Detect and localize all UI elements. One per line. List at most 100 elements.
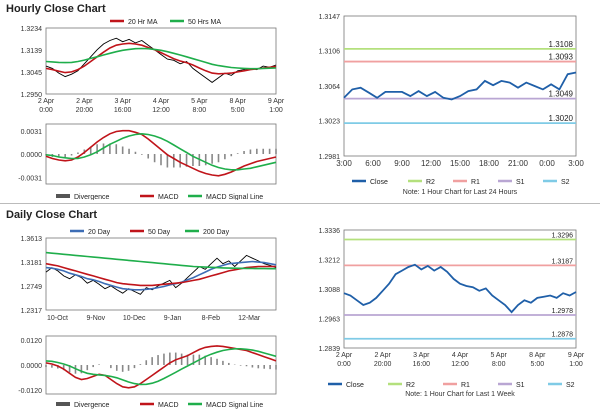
daily-macd-y-tick-label: 0.0000	[21, 363, 43, 370]
hourly-pivot-x-tick-label: 3:00	[336, 159, 352, 168]
daily-price-y-tick-label: 1.3613	[21, 236, 43, 243]
hourly-pivot-y-tick-label: 1.3064	[319, 84, 341, 91]
daily-pivot-legend-s1-label: S1	[516, 382, 525, 389]
hourly-price-plot-frame	[45, 27, 277, 95]
daily-pivot-y-tick-label: 1.2963	[319, 317, 341, 324]
daily-macd-series-macd	[45, 345, 277, 389]
daily-pivot-x-tick-time: 12:00	[451, 361, 469, 368]
hourly-price-y-tick-label: 1.3139	[21, 48, 43, 55]
daily-price-x-tick-label: 9-Jan	[164, 315, 182, 322]
hourly-pivot-level-label-s1: 1.3049	[549, 90, 574, 99]
hourly-price-legend-2-label: 50 Hrs MA	[188, 19, 221, 26]
daily-pivot-legend-r2-label: R2	[406, 382, 415, 389]
hourly-price-y-tick-label: 1.2950	[21, 92, 43, 99]
hourly-pivot-x-tick-label: 3:00	[568, 159, 584, 168]
hourly-macd-legend-signal-label: MACD Signal Line	[206, 194, 263, 200]
daily-pivot-x-tick-time: 1:00	[569, 361, 583, 368]
daily-macd-series-signal	[45, 348, 277, 386]
hourly-price-x-tick-time: 12:00	[152, 107, 170, 114]
hourly-macd-y-tick-label: 0.0000	[21, 152, 43, 159]
hourly-price-x-tick-time: 16:00	[114, 107, 132, 114]
hourly-macd-y-tick-label: -0.0031	[18, 175, 42, 182]
daily-price-x-tick-label: 12-Mar	[238, 315, 261, 322]
hourly-macd-y-tick-label: 0.0031	[21, 129, 43, 136]
hourly-pivot-y-tick-label: 1.2981	[319, 154, 341, 161]
daily-macd-legend-divergence-swatch	[56, 402, 70, 406]
daily-pivot-x-tick-date: 2 Apr	[336, 352, 353, 359]
hourly-macd-legend-divergence-label: Divergence	[74, 194, 110, 200]
daily-price-legend-2-label: 50 Day	[148, 229, 171, 236]
hourly-price-series-50-hrs-ma	[45, 47, 277, 70]
daily-price-x-tick-label: 8-Feb	[202, 315, 220, 322]
hourly-price-x-tick-time: 8:00	[193, 107, 207, 114]
daily-price-y-tick-label: 1.3181	[21, 260, 43, 267]
hourly-price-y-tick-label: 1.3234	[21, 26, 43, 33]
hourly-pivot-series-close	[343, 71, 577, 101]
daily-macd-chart: -0.0120 0.0000 0.0120 Divergence MACD MACD Si…	[18, 335, 277, 409]
daily-pivot-level-label-r1: 1.3187	[552, 258, 574, 265]
daily-pivot-x-tick-time: 8:00	[492, 361, 506, 368]
daily-price-series-20-day	[45, 260, 277, 291]
daily-section-title: Daily Close Chart	[6, 209, 98, 221]
daily-pivot-y-tick-label: 1.2839	[319, 346, 341, 353]
hourly-price-x-tick-date: 3 Apr	[114, 98, 131, 105]
hourly-price-x-tick-time: 1:00	[269, 107, 283, 114]
hourly-price-x-tick-time: 20:00	[76, 107, 94, 114]
daily-pivot-x-tick-date: 5 Apr	[490, 352, 507, 359]
hourly-pivot-legend-s1-label: S1	[516, 179, 525, 186]
hourly-pivot-x-tick-label: 0:00	[539, 159, 555, 168]
daily-price-legend-1-label: 20 Day	[88, 229, 111, 236]
daily-pivot-x-tick-date: 9 Apr	[568, 352, 585, 359]
hourly-pivot-legend-r2-label: R2	[426, 179, 435, 186]
daily-pivot-plot-frame	[343, 229, 577, 349]
hourly-price-x-tick-time: 5:00	[231, 107, 245, 114]
hourly-section-title: Hourly Close Chart	[6, 3, 106, 15]
hourly-pivot-level-label-s2: 1.3020	[549, 114, 574, 123]
hourly-price-x-tick-date: 4 Apr	[153, 98, 170, 105]
hourly-pivot-x-tick-label: 6:00	[365, 159, 381, 168]
hourly-macd-chart: -0.0031 0.0000 0.0031 Divergence MACD MACD Si…	[18, 123, 277, 200]
daily-pivot-y-tick-label: 1.3212	[319, 257, 341, 264]
daily-macd-plot-frame	[45, 335, 277, 395]
hourly-pivot-chart: 1.2981 1.3023 1.3064 1.3106 1.3147 1.3108 1.30…	[319, 14, 585, 196]
daily-pivot-legend-close-label: Close	[346, 382, 364, 389]
hourly-price-series-20-hr-ma	[45, 42, 277, 75]
daily-pivot-x-tick-date: 2 Apr	[374, 352, 391, 359]
hourly-pivot-x-tick-label: 21:00	[508, 159, 529, 168]
daily-pivot-x-tick-time: 16:00	[413, 361, 431, 368]
daily-macd-y-tick-label: 0.0120	[21, 338, 43, 345]
daily-price-x-tick-label: 10-Oct	[47, 315, 68, 322]
hourly-price-x-tick-date: 9 Apr	[268, 98, 285, 105]
hourly-pivot-x-tick-label: 15:00	[450, 159, 471, 168]
daily-pivot-chart: 1.2839 1.2963 1.3088 1.3212 1.3336 1.3296 1.31…	[319, 228, 585, 398]
hourly-price-x-tick-date: 2 Apr	[38, 98, 55, 105]
daily-macd-legend-macd-label: MACD	[158, 402, 179, 409]
daily-pivot-x-tick-time: 0:00	[337, 361, 351, 368]
hourly-pivot-level-label-r2: 1.3108	[549, 40, 574, 49]
hourly-macd-series-signal	[45, 132, 277, 171]
daily-price-y-tick-label: 1.2749	[21, 284, 43, 291]
daily-macd-legend-divergence-label: Divergence	[74, 402, 110, 409]
daily-macd-legend-signal-label: MACD Signal Line	[206, 402, 263, 409]
hourly-pivot-x-tick-label: 12:00	[421, 159, 442, 168]
hourly-pivot-level-label-r1: 1.3093	[549, 53, 574, 62]
hourly-pivot-y-tick-label: 1.3106	[319, 49, 341, 56]
hourly-price-legend-1-label: 20 Hr MA	[128, 19, 158, 26]
daily-price-plot-frame	[45, 237, 277, 311]
hourly-price-x-tick-time: 0:00	[39, 107, 53, 114]
daily-price-legend-3-label: 200 Day	[203, 229, 230, 236]
hourly-pivot-y-tick-label: 1.3147	[319, 14, 341, 21]
daily-pivot-series-close	[343, 263, 577, 314]
daily-price-x-tick-label: 10-Dec	[123, 315, 146, 322]
hourly-pivot-x-tick-label: 9:00	[394, 159, 410, 168]
daily-price-chart: 1.2317 1.2749 1.3181 1.3613 20 Day 50 Day 200 …	[21, 229, 277, 322]
daily-pivot-level-label-s1: 1.2978	[552, 308, 574, 315]
hourly-price-x-tick-date: 2 Apr	[76, 98, 93, 105]
daily-pivot-level-label-r2: 1.3296	[552, 232, 574, 239]
hourly-macd-legend-divergence-swatch	[56, 194, 70, 198]
hourly-pivot-plot-frame	[343, 15, 577, 157]
hourly-pivot-legend-close-label: Close	[370, 179, 388, 186]
daily-macd-y-tick-label: -0.0120	[18, 388, 42, 395]
daily-pivot-y-tick-label: 1.3336	[319, 228, 341, 235]
daily-price-series-200-day	[45, 251, 276, 270]
